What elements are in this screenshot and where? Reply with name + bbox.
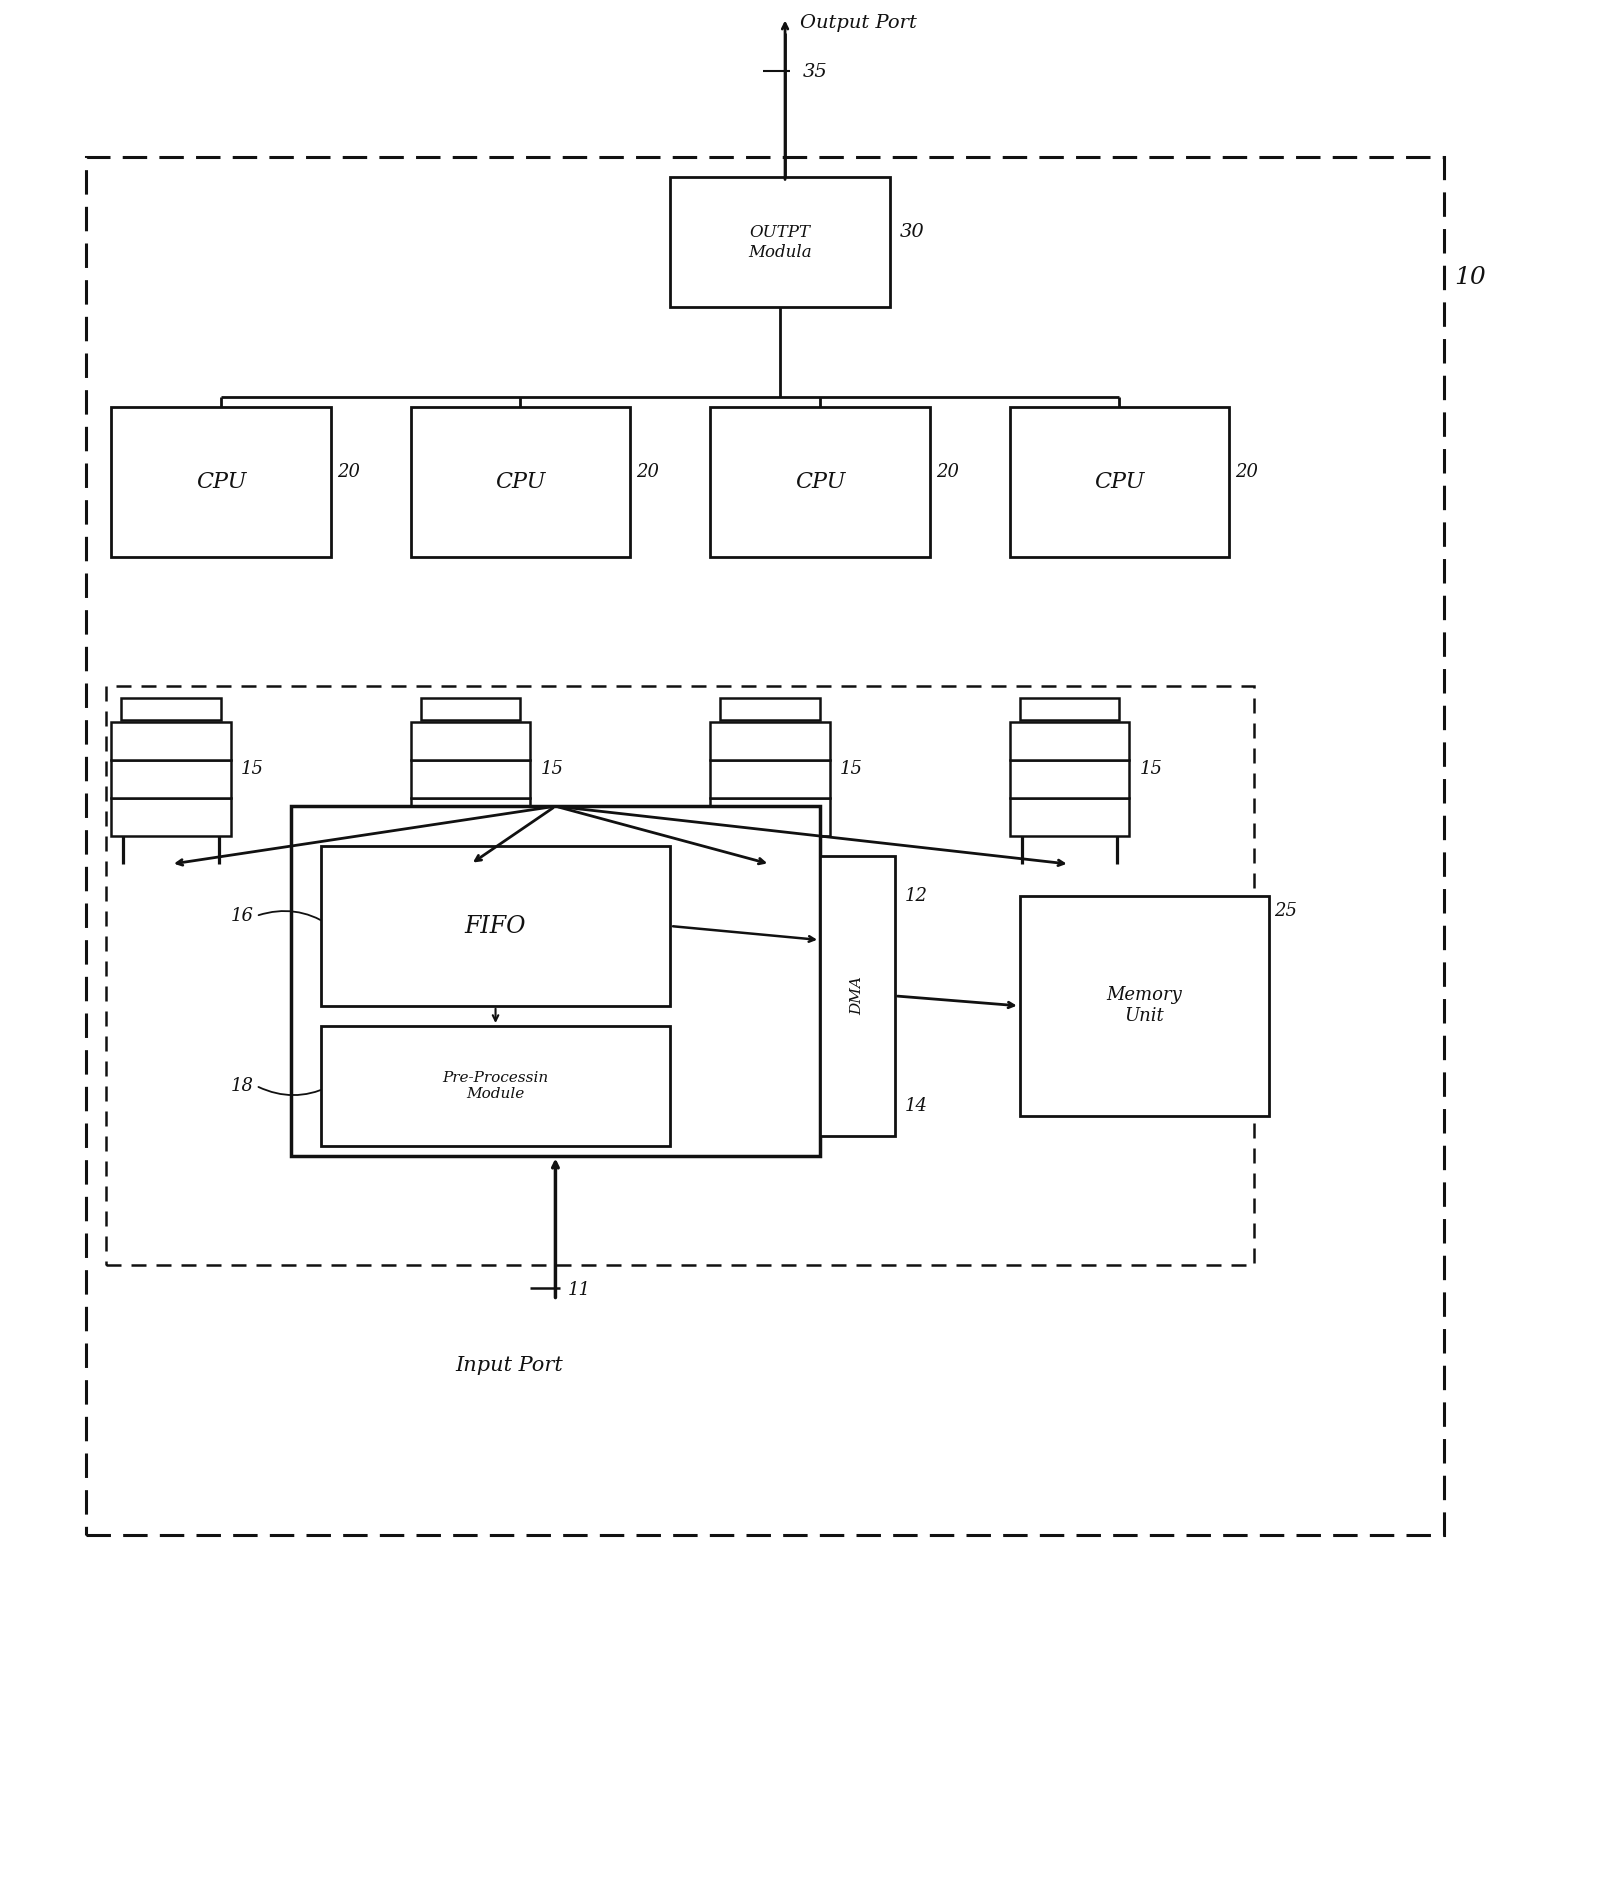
Text: Output Port: Output Port bbox=[799, 13, 917, 32]
Text: 16: 16 bbox=[231, 907, 254, 924]
Bar bbox=[1010, 722, 1129, 760]
Bar bbox=[112, 407, 330, 556]
Bar bbox=[710, 722, 830, 760]
Bar bbox=[112, 760, 231, 798]
Text: 30: 30 bbox=[900, 223, 924, 241]
Bar bbox=[112, 798, 231, 835]
Text: 15: 15 bbox=[540, 760, 563, 779]
Bar bbox=[411, 798, 531, 835]
Text: 12: 12 bbox=[904, 886, 927, 905]
Text: Memory
Unit: Memory Unit bbox=[1107, 986, 1183, 1026]
Bar bbox=[820, 856, 895, 1135]
Bar bbox=[1019, 698, 1120, 720]
Bar bbox=[1019, 896, 1269, 1117]
Text: CPU: CPU bbox=[794, 472, 845, 492]
Text: CPU: CPU bbox=[495, 472, 545, 492]
Text: CPU: CPU bbox=[196, 472, 246, 492]
Bar bbox=[710, 798, 830, 835]
Bar bbox=[320, 1026, 670, 1145]
Bar bbox=[107, 687, 1254, 1266]
Bar bbox=[411, 407, 631, 556]
Bar bbox=[670, 177, 890, 307]
Text: 15: 15 bbox=[241, 760, 264, 779]
Text: 25: 25 bbox=[1275, 902, 1298, 920]
Text: 18: 18 bbox=[231, 1077, 254, 1094]
Text: 14: 14 bbox=[904, 1098, 927, 1115]
Text: 15: 15 bbox=[840, 760, 862, 779]
Bar bbox=[1010, 407, 1230, 556]
Text: Pre-Processin
Module: Pre-Processin Module bbox=[442, 1071, 549, 1101]
Bar bbox=[112, 722, 231, 760]
Text: FIFO: FIFO bbox=[464, 915, 526, 937]
Bar bbox=[1010, 798, 1129, 835]
Bar bbox=[421, 698, 521, 720]
Text: 15: 15 bbox=[1139, 760, 1162, 779]
Text: 35: 35 bbox=[803, 64, 828, 81]
Bar bbox=[720, 698, 820, 720]
Text: OUTPT
Modula: OUTPT Modula bbox=[748, 224, 812, 260]
Bar bbox=[1010, 760, 1129, 798]
Text: DMA: DMA bbox=[851, 977, 864, 1015]
Text: CPU: CPU bbox=[1094, 472, 1144, 492]
Bar bbox=[121, 698, 222, 720]
Bar bbox=[411, 722, 531, 760]
Text: Input Port: Input Port bbox=[456, 1356, 563, 1375]
Bar bbox=[411, 760, 531, 798]
Text: 20: 20 bbox=[337, 462, 359, 481]
Text: 10: 10 bbox=[1455, 266, 1485, 289]
Bar bbox=[291, 805, 820, 1156]
Bar bbox=[86, 157, 1443, 1535]
Bar bbox=[320, 847, 670, 1005]
Bar bbox=[710, 760, 830, 798]
Text: 11: 11 bbox=[568, 1281, 591, 1299]
Text: 20: 20 bbox=[636, 462, 659, 481]
Text: 20: 20 bbox=[1235, 462, 1259, 481]
Text: 20: 20 bbox=[935, 462, 959, 481]
Bar bbox=[710, 407, 930, 556]
